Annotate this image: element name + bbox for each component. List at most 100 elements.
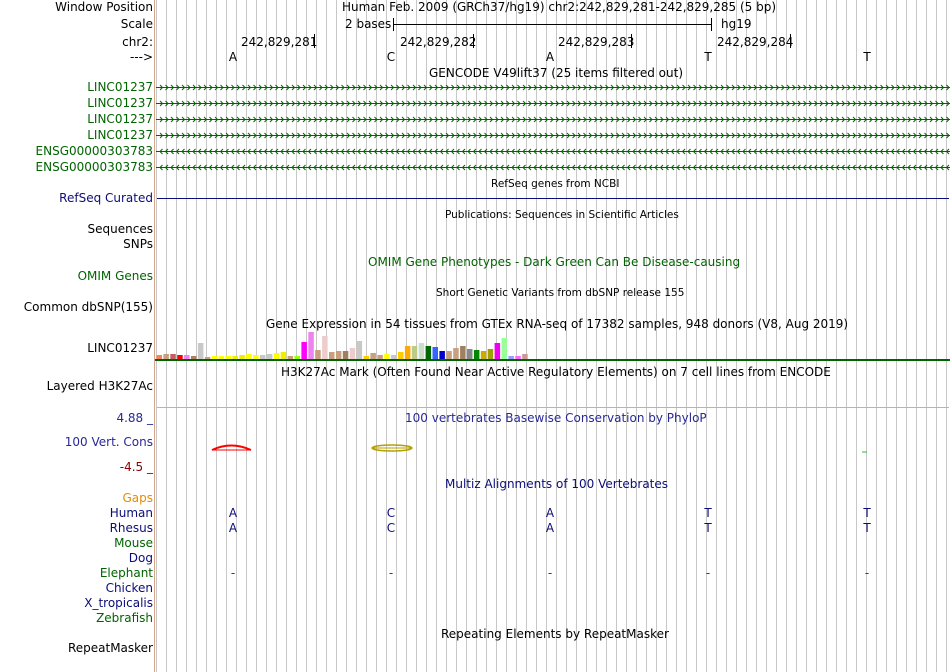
- strand-chevrons: [159, 164, 950, 171]
- species-label[interactable]: X_tropicalis: [84, 596, 153, 610]
- coord-tick-label: 242,829,281: [241, 35, 318, 49]
- gtex-tissue-bar: [446, 351, 452, 359]
- window-position-label: Window Position: [55, 0, 153, 14]
- scale-bar: [393, 24, 711, 25]
- species-label[interactable]: Zebrafish: [96, 611, 153, 625]
- gencode-item-label[interactable]: LINC01237: [87, 112, 153, 126]
- gtex-tissue-bar: [260, 355, 266, 359]
- gtex-tissue-bar: [342, 351, 349, 359]
- alignment-base: C: [386, 506, 396, 520]
- gencode-gene-tracks[interactable]: [156, 80, 950, 176]
- alignment-gap: -: [230, 566, 236, 580]
- species-label[interactable]: Chicken: [105, 581, 153, 595]
- omim-track-title[interactable]: OMIM Gene Phenotypes - Dark Green Can Be…: [368, 255, 741, 269]
- base-grid: [156, 0, 947, 672]
- gtex-tissue-bar: [253, 355, 259, 359]
- gtex-tissue-bar: [246, 354, 252, 359]
- refseq-track-label[interactable]: RefSeq Curated: [59, 191, 153, 205]
- gtex-tissue-bar: [363, 356, 369, 359]
- strand-chevrons: [159, 132, 950, 139]
- ruler-base: C: [386, 50, 396, 64]
- strand-chevrons: [159, 100, 950, 107]
- gtex-tissue-bar: [211, 356, 218, 359]
- gtex-tissue-bar: [515, 356, 521, 359]
- gtex-tissue-bar: [280, 352, 287, 359]
- h3k27ac-track-label[interactable]: Layered H3K27Ac: [46, 379, 153, 393]
- h3k27ac-track-title[interactable]: H3K27Ac Mark (Often Found Near Active Re…: [281, 365, 831, 379]
- gencode-item-label[interactable]: LINC01237: [87, 96, 153, 110]
- gtex-tissue-bar: [156, 355, 162, 359]
- phylop-track-title[interactable]: 100 vertebrates Basewise Conservation by…: [405, 411, 707, 425]
- gencode-track-title[interactable]: GENCODE V49lift37 (25 items filtered out…: [429, 66, 684, 80]
- gencode-item-label[interactable]: LINC01237: [87, 128, 153, 142]
- dbsnp-track-label[interactable]: Common dbSNP(155): [23, 300, 153, 314]
- alignment-gap: -: [388, 566, 394, 580]
- alignment-base: A: [228, 506, 238, 520]
- refseq-track-title[interactable]: RefSeq genes from NCBI: [491, 178, 620, 190]
- strand-chevrons: [159, 116, 950, 123]
- repeatmasker-track-title[interactable]: Repeating Elements by RepeatMasker: [441, 627, 669, 641]
- publications-sequences-label[interactable]: Sequences: [87, 222, 153, 236]
- gtex-tissue-bar: [411, 346, 418, 359]
- phylop-peak-red: [211, 444, 252, 451]
- gtex-tissue-bar: [384, 354, 390, 359]
- gtex-tissue-bar: [391, 355, 397, 359]
- h3k27ac-baseline: [157, 407, 949, 408]
- phylop-min-label: -4.5 _: [119, 460, 153, 474]
- alignment-base: A: [545, 521, 555, 535]
- gtex-tissue-bar: [453, 348, 459, 359]
- gtex-tissue-bar: [184, 355, 190, 359]
- gtex-tissue-bar: [322, 336, 328, 359]
- ruler-base: A: [545, 50, 555, 64]
- gtex-tissue-bar: [204, 357, 211, 359]
- scale-db: hg19: [721, 17, 752, 31]
- gtex-tissue-bar: [225, 356, 231, 359]
- chrom-label: chr2:: [122, 35, 153, 49]
- gtex-tissue-bar: [191, 356, 197, 359]
- gtex-tissue-bar: [232, 356, 238, 359]
- multiz-gaps-label: Gaps: [122, 491, 153, 505]
- omim-track-label[interactable]: OMIM Genes: [77, 269, 153, 283]
- alignment-base: T: [863, 506, 871, 520]
- ruler-base: T: [704, 50, 712, 64]
- gtex-track-label[interactable]: LINC01237: [87, 341, 153, 355]
- gtex-tissue-bar: [398, 352, 404, 359]
- gtex-tissue-bar: [329, 352, 335, 359]
- alignment-base: T: [863, 521, 871, 535]
- phylop-track-label[interactable]: 100 Vert. Cons: [64, 435, 153, 449]
- species-label[interactable]: Human: [109, 506, 153, 520]
- gtex-tissue-bar: [197, 343, 204, 359]
- gtex-tissue-bar: [418, 343, 425, 359]
- gtex-bar-chart[interactable]: [156, 330, 950, 360]
- coord-tick: [790, 34, 791, 48]
- repeatmasker-track-label[interactable]: RepeatMasker: [67, 641, 153, 655]
- gtex-tissue-bar: [425, 346, 432, 359]
- coord-tick: [631, 34, 632, 48]
- species-label[interactable]: Dog: [128, 551, 153, 565]
- gtex-track-title[interactable]: Gene Expression in 54 tissues from GTEx …: [266, 317, 849, 331]
- gtex-tissue-bar: [473, 350, 480, 359]
- gtex-tissue-bar: [177, 355, 183, 359]
- species-label[interactable]: Elephant: [99, 566, 153, 580]
- gencode-item-label[interactable]: ENSG00000303783: [35, 160, 153, 174]
- gtex-tissue-bar: [501, 338, 507, 359]
- gtex-tissue-bar: [432, 347, 438, 359]
- gtex-tissue-bar: [377, 355, 383, 359]
- phylop-max-label: 4.88 _: [116, 411, 153, 425]
- assembly-position-text[interactable]: Human Feb. 2009 (GRCh37/hg19) chr2:242,8…: [342, 0, 777, 14]
- phylop-signal[interactable]: [156, 440, 950, 460]
- coord-tick: [314, 34, 315, 48]
- multiz-track-title[interactable]: Multiz Alignments of 100 Vertebrates: [445, 477, 669, 491]
- gencode-item-label[interactable]: LINC01237: [87, 80, 153, 94]
- alignment-gap: -: [705, 566, 711, 580]
- dbsnp-track-title[interactable]: Short Genetic Variants from dbSNP releas…: [436, 287, 685, 299]
- species-label[interactable]: Rhesus: [109, 521, 153, 535]
- gtex-tissue-bar: [480, 351, 487, 359]
- publications-track-title[interactable]: Publications: Sequences in Scientific Ar…: [445, 209, 679, 221]
- gtex-tissue-bar: [349, 348, 356, 359]
- ruler-base: T: [863, 50, 871, 64]
- species-label[interactable]: Mouse: [114, 536, 153, 550]
- gencode-item-label[interactable]: ENSG00000303783: [35, 144, 153, 158]
- refseq-gene-line[interactable]: [157, 198, 949, 199]
- publications-snps-label[interactable]: SNPs: [123, 237, 153, 251]
